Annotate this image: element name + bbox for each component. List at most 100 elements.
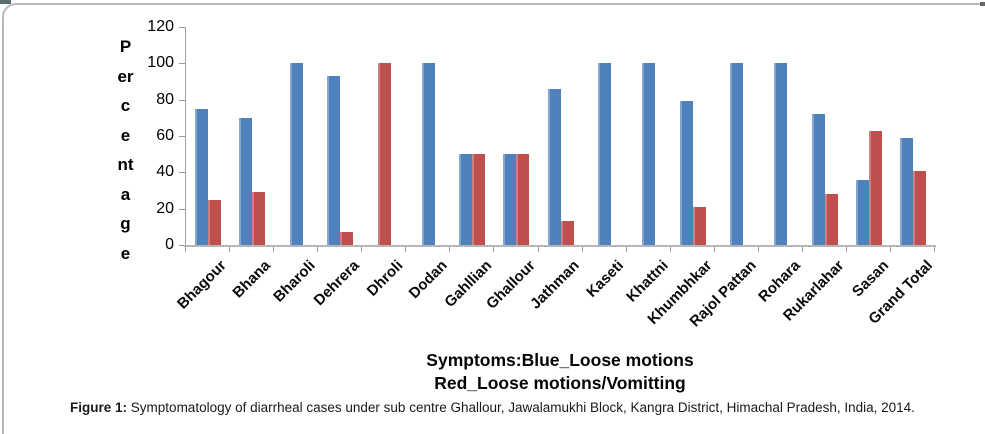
x-label-slot: Kaseti xyxy=(582,245,628,350)
x-label-slot: Jathman xyxy=(527,245,583,350)
bar-red xyxy=(824,194,838,245)
crop-artifact-right xyxy=(980,2,985,6)
bar-blue xyxy=(547,88,561,245)
category-group xyxy=(494,27,538,245)
figure-caption-label: Figure 1: xyxy=(70,400,128,415)
y-axis-ticks: 0 20 40 60 80 100 120 xyxy=(135,18,185,253)
bar-blue xyxy=(289,63,303,245)
x-tick xyxy=(581,247,626,252)
category-group xyxy=(671,27,715,245)
x-tick xyxy=(405,247,449,252)
x-axis-label: Dhroli xyxy=(363,257,407,300)
x-label-slot: Dhroli xyxy=(362,245,407,350)
bar-blue xyxy=(195,108,209,245)
y-tick-mark xyxy=(179,63,185,65)
x-tick xyxy=(713,247,758,252)
legend-line-red: Red_Loose motions/Vomitting xyxy=(434,373,686,393)
category-group xyxy=(362,27,406,245)
category-group xyxy=(803,27,847,245)
category-group xyxy=(406,27,450,245)
x-label-slot: Bhana xyxy=(229,245,275,350)
y-tick-label: 60 xyxy=(156,127,174,144)
bar-blue xyxy=(679,101,693,245)
plot-area xyxy=(185,27,935,245)
bar-red xyxy=(560,221,574,245)
bar-blue xyxy=(459,154,473,245)
bar-red xyxy=(868,130,882,245)
x-label-slot: Bhagour xyxy=(174,245,230,350)
y-tick-label: 100 xyxy=(147,54,174,72)
bar-red xyxy=(913,170,927,245)
x-label-slot: Grand Total xyxy=(865,245,936,350)
x-tick xyxy=(669,247,714,252)
bar-red xyxy=(692,206,706,245)
bar-blue xyxy=(774,63,788,245)
category-group xyxy=(715,27,759,245)
x-axis-tick-row xyxy=(185,247,935,252)
x-tick xyxy=(449,247,493,252)
x-tick xyxy=(625,247,670,252)
x-tick xyxy=(317,247,361,252)
y-tick-mark xyxy=(179,99,185,101)
bar-red xyxy=(377,63,391,245)
bar-blue xyxy=(900,137,914,245)
category-group xyxy=(230,27,274,245)
x-tick xyxy=(493,247,537,252)
y-tick-mark xyxy=(179,172,185,174)
figure-caption-text: Symptomatology of diarrheal cases under … xyxy=(127,400,915,415)
y-tick-mark xyxy=(179,245,185,246)
bar-red xyxy=(340,232,354,245)
x-tick xyxy=(757,247,802,252)
bar-series xyxy=(186,27,935,245)
x-tick xyxy=(845,247,890,252)
category-group xyxy=(583,27,627,245)
x-tick xyxy=(229,247,273,252)
bar-blue xyxy=(598,63,612,245)
x-label-slot: Dehrera xyxy=(310,245,362,350)
x-axis-labels: Bhagour Bhana Bharoli Dehrera Dhroli Dodan Gah… xyxy=(174,245,936,350)
category-group xyxy=(318,27,362,245)
category-group xyxy=(891,27,935,245)
y-tick-label: 40 xyxy=(156,163,174,181)
x-tick xyxy=(801,247,846,252)
x-axis-label: Dehrera xyxy=(310,257,363,310)
x-label-slot: Rukarlahar xyxy=(780,245,847,350)
figure-caption: Figure 1: Symptomatology of diarrheal ca… xyxy=(0,400,985,415)
y-tick-mark xyxy=(179,27,185,28)
legend-line-blue: Symptoms:Blue_Loose motions xyxy=(426,350,694,370)
y-tick-label: 0 xyxy=(165,236,174,253)
chart-legend: Symptoms:Blue_Loose motions Red_Loose mo… xyxy=(185,349,935,395)
x-label-slot: Rajol Pattan xyxy=(686,245,759,350)
category-group xyxy=(450,27,494,245)
y-tick-label: 80 xyxy=(156,90,174,108)
category-group xyxy=(186,27,230,245)
x-axis-label: Bhana xyxy=(229,257,275,302)
category-group xyxy=(539,27,583,245)
category-group xyxy=(847,27,891,245)
bar-red xyxy=(516,154,530,245)
bar-red xyxy=(208,199,222,245)
bar-blue xyxy=(811,114,825,245)
x-tick xyxy=(537,247,582,252)
y-tick-mark xyxy=(179,208,185,210)
bar-blue xyxy=(503,154,517,245)
bar-red xyxy=(472,154,486,245)
x-tick xyxy=(890,247,934,252)
y-tick-mark xyxy=(179,136,185,137)
category-group xyxy=(627,27,671,245)
bar-red xyxy=(252,192,266,245)
bar-blue xyxy=(642,63,656,245)
category-group xyxy=(759,27,803,245)
x-axis-line xyxy=(184,245,936,247)
bar-blue xyxy=(730,63,744,245)
category-group xyxy=(274,27,318,245)
x-axis-label: Kaseti xyxy=(583,257,628,301)
y-tick-label: 20 xyxy=(156,199,174,217)
bar-blue xyxy=(327,76,341,245)
crop-artifact-left xyxy=(0,0,11,4)
y-axis-title: Percentage xyxy=(117,37,134,263)
x-tick xyxy=(185,247,229,252)
bar-blue xyxy=(421,63,435,245)
x-tick xyxy=(273,247,317,252)
